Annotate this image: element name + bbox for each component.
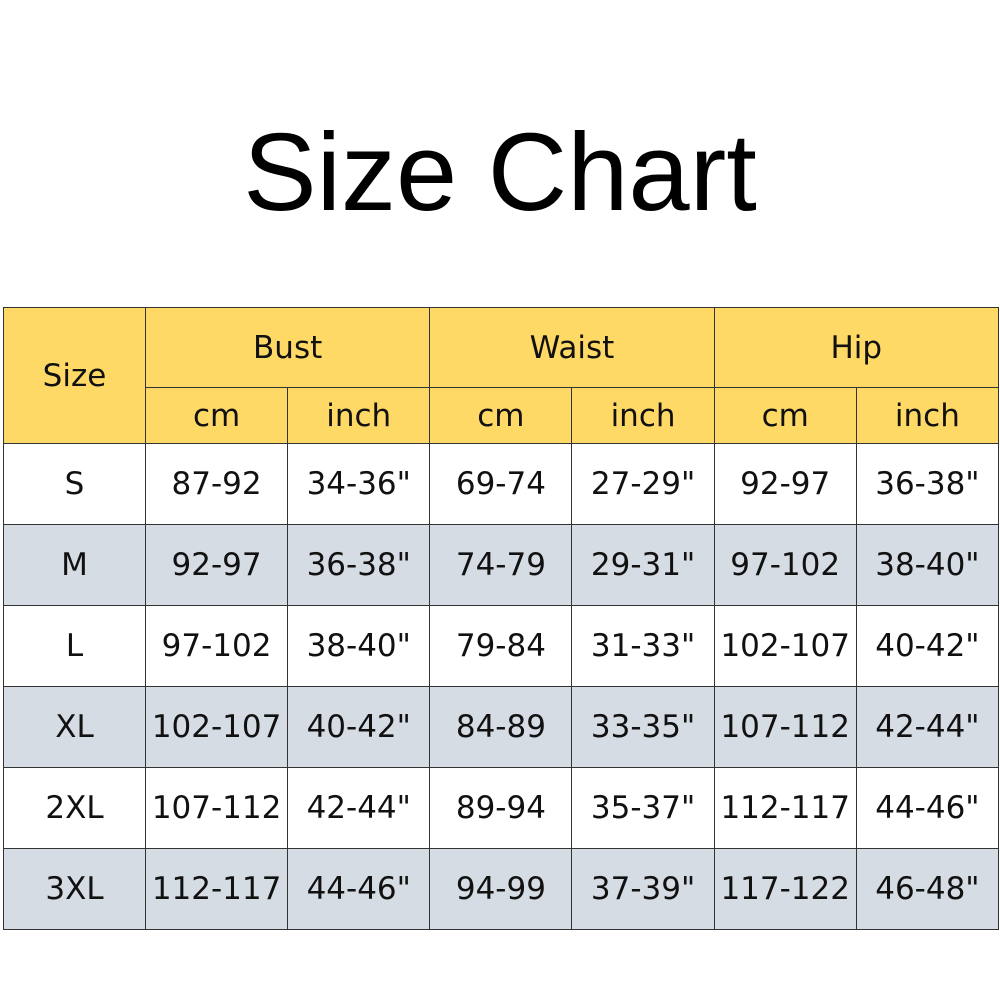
measurement-cell: 46-48" bbox=[855, 848, 1000, 930]
unit-header: inch bbox=[855, 387, 1000, 444]
measurement-cell: 102-107 bbox=[144, 686, 289, 768]
measurement-cell: 38-40" bbox=[287, 605, 431, 687]
hip-header: Hip bbox=[713, 307, 1000, 388]
bust-header: Bust bbox=[144, 307, 431, 388]
measurement-cell: 112-117 bbox=[713, 767, 857, 849]
measurement-cell: 97-102 bbox=[713, 524, 857, 606]
measurement-cell: 29-31" bbox=[571, 524, 715, 606]
measurement-cell: 94-99 bbox=[429, 848, 573, 930]
measurement-cell: 92-97 bbox=[144, 524, 289, 606]
measurement-cell: 42-44" bbox=[855, 686, 1000, 768]
measurement-cell: 92-97 bbox=[713, 443, 857, 525]
table-row: XL 102-107 40-42" 84-89 33-35" 107-112 42-44" bbox=[3, 686, 1000, 768]
measurement-cell: 40-42" bbox=[855, 605, 1000, 687]
size-cell: S bbox=[3, 443, 146, 525]
unit-header: inch bbox=[287, 387, 431, 444]
table-row: 3XL 112-117 44-46" 94-99 37-39" 117-122 46-48" bbox=[3, 848, 1000, 930]
size-cell: M bbox=[3, 524, 146, 606]
measurement-cell: 117-122 bbox=[713, 848, 857, 930]
measurement-cell: 36-38" bbox=[855, 443, 1000, 525]
measurement-cell: 44-46" bbox=[855, 767, 1000, 849]
measurement-cell: 36-38" bbox=[287, 524, 431, 606]
measurement-cell: 38-40" bbox=[855, 524, 1000, 606]
measurement-cell: 40-42" bbox=[287, 686, 431, 768]
measurement-cell: 42-44" bbox=[287, 767, 431, 849]
measurement-cell: 112-117 bbox=[144, 848, 289, 930]
measurement-cell: 97-102 bbox=[144, 605, 289, 687]
page-title: Size Chart bbox=[243, 111, 757, 234]
size-cell: 3XL bbox=[3, 848, 146, 930]
unit-header: cm bbox=[713, 387, 857, 444]
size-header: Size bbox=[3, 307, 146, 444]
measurement-cell: 79-84 bbox=[429, 605, 573, 687]
table-row: M 92-97 36-38" 74-79 29-31" 97-102 38-40" bbox=[3, 524, 1000, 606]
size-chart-table: Size Bust Waist Hip cm inch cm inch cm i… bbox=[3, 307, 1000, 930]
unit-header: inch bbox=[571, 387, 715, 444]
measurement-cell: 44-46" bbox=[287, 848, 431, 930]
measurement-cell: 33-35" bbox=[571, 686, 715, 768]
unit-header: cm bbox=[429, 387, 573, 444]
unit-header: cm bbox=[144, 387, 289, 444]
size-cell: L bbox=[3, 605, 146, 687]
measurement-cell: 74-79 bbox=[429, 524, 573, 606]
measurement-cell: 34-36" bbox=[287, 443, 431, 525]
measurement-cell: 84-89 bbox=[429, 686, 573, 768]
table-row: 2XL 107-112 42-44" 89-94 35-37" 112-117 44-46" bbox=[3, 767, 1000, 849]
measurement-cell: 31-33" bbox=[571, 605, 715, 687]
measurement-cell: 35-37" bbox=[571, 767, 715, 849]
measurement-cell: 107-112 bbox=[144, 767, 289, 849]
measurement-cell: 37-39" bbox=[571, 848, 715, 930]
size-cell: XL bbox=[3, 686, 146, 768]
measurement-cell: 27-29" bbox=[571, 443, 715, 525]
measurement-cell: 89-94 bbox=[429, 767, 573, 849]
size-cell: 2XL bbox=[3, 767, 146, 849]
measurement-cell: 102-107 bbox=[713, 605, 857, 687]
table-row: L 97-102 38-40" 79-84 31-33" 102-107 40-42" bbox=[3, 605, 1000, 687]
measurement-cell: 69-74 bbox=[429, 443, 573, 525]
measurement-cell: 87-92 bbox=[144, 443, 289, 525]
measurement-cell: 107-112 bbox=[713, 686, 857, 768]
table-body: S 87-92 34-36" 69-74 27-29" 92-97 36-38" M 92-97… bbox=[3, 443, 1000, 930]
table-row: S 87-92 34-36" 69-74 27-29" 92-97 36-38" bbox=[3, 443, 1000, 525]
waist-header: Waist bbox=[429, 307, 715, 388]
